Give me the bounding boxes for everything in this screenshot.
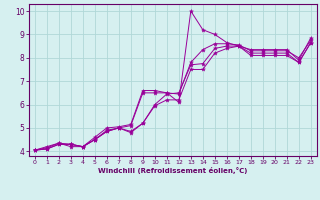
X-axis label: Windchill (Refroidissement éolien,°C): Windchill (Refroidissement éolien,°C) [98, 167, 247, 174]
